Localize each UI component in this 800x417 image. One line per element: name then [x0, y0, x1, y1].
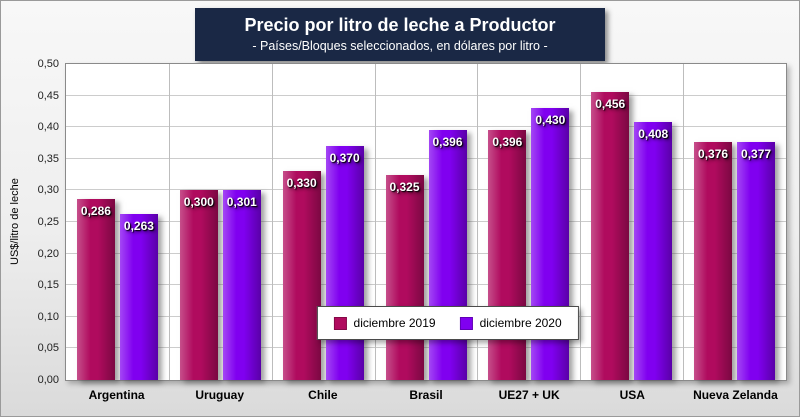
bar-diciembre-2019-USA: 0,456 [591, 91, 630, 380]
bar-diciembre-2019-Uruguay: 0,300 [179, 190, 218, 380]
gridline [66, 284, 786, 286]
legend-item: diciembre 2020 [459, 316, 562, 330]
bar-diciembre-2020-Nueva-Zelanda: 0,377 [737, 141, 776, 380]
y-axis-title: US$/litro de leche [9, 178, 21, 266]
gridline [66, 157, 786, 159]
legend-swatch [333, 316, 347, 330]
x-category-label: Argentina [88, 388, 145, 402]
category-separator [168, 64, 170, 380]
bar-diciembre-2019-Chile: 0,330 [282, 171, 321, 380]
bar-value-label: 0,430 [535, 113, 566, 128]
bar-value-label: 0,370 [329, 151, 360, 166]
bar-value-label: 0,376 [698, 147, 729, 162]
bar-value-label: 0,408 [638, 127, 669, 142]
bar-diciembre-2020-USA: 0,408 [634, 122, 673, 380]
y-tick-label: 0,30 [37, 184, 59, 197]
bar-diciembre-2020-Uruguay: 0,301 [222, 189, 261, 380]
bar-diciembre-2019-Brasil: 0,325 [385, 174, 424, 380]
bar-value-label: 0,396 [492, 134, 523, 149]
bar-diciembre-2019-Nueva-Zelanda: 0,376 [694, 142, 733, 380]
chart-title-box: Precio por litro de leche a Productor - … [195, 8, 605, 61]
bar-diciembre-2020-Chile: 0,370 [325, 146, 364, 380]
x-category-label: Chile [308, 388, 338, 402]
category-separator [477, 64, 479, 380]
category-separator [683, 64, 685, 380]
chart-subtitle: - Países/Bloques seleccionados, en dólar… [252, 39, 548, 53]
gridline [66, 221, 786, 222]
y-tick-label: 0,45 [37, 89, 59, 102]
bar-diciembre-2020-UE27-+-UK: 0,430 [531, 108, 570, 380]
bar-diciembre-2019-UE27-+-UK: 0,396 [488, 129, 527, 380]
category-separator [580, 64, 582, 380]
bar-value-label: 0,377 [741, 146, 772, 161]
bar-value-label: 0,330 [286, 176, 317, 191]
chart-legend: diciembre 2019 diciembre 2020 [316, 306, 579, 340]
y-tick-label: 0,15 [37, 279, 59, 292]
gridline [66, 347, 786, 349]
gridline [66, 126, 786, 128]
legend-label: diciembre 2020 [479, 316, 562, 330]
y-tick-label: 0,00 [37, 374, 59, 386]
bar-value-label: 0,301 [226, 194, 257, 209]
category-separator [374, 64, 376, 380]
legend-item: diciembre 2019 [333, 316, 436, 330]
bar-diciembre-2020-Argentina: 0,263 [119, 213, 158, 380]
plot-area: diciembre 2019 diciembre 2020 0,286 0,263 0… [65, 63, 787, 381]
bar-value-label: 0,325 [389, 179, 420, 194]
legend-label: diciembre 2019 [353, 316, 436, 330]
x-category-label: Uruguay [195, 388, 245, 402]
x-category-label: Brasil [409, 388, 443, 402]
bar-value-label: 0,286 [80, 204, 111, 219]
x-category-label: Nueva Zelanda [693, 388, 778, 402]
gridline [66, 189, 786, 191]
chart-title: Precio por litro de leche a Productor [244, 15, 556, 35]
y-tick-label: 0,50 [37, 58, 59, 70]
gridline [66, 94, 786, 96]
y-axis: 0,00 0,05 0,10 0,15 0,20 0,25 0,30 0,35 0,40 0,45… [23, 58, 59, 386]
bar-value-label: 0,456 [595, 96, 626, 111]
x-category-label: USA [619, 388, 645, 402]
bar-value-label: 0,396 [432, 134, 463, 149]
legend-swatch [459, 316, 473, 330]
bar-diciembre-2020-Brasil: 0,396 [428, 129, 467, 380]
y-tick-label: 0,35 [37, 152, 59, 165]
x-axis: Argentina Uruguay Chile Brasil UE27 + UK USA N… [65, 388, 787, 402]
y-tick-label: 0,05 [37, 342, 59, 355]
bar-value-label: 0,263 [123, 218, 154, 233]
category-separator [271, 64, 273, 380]
y-tick-label: 0,10 [37, 310, 59, 323]
y-tick-label: 0,25 [37, 216, 59, 228]
bar-diciembre-2019-Argentina: 0,286 [76, 199, 115, 380]
y-tick-label: 0,20 [37, 247, 59, 260]
bar-value-label: 0,300 [183, 195, 214, 210]
gridline [66, 252, 786, 254]
y-tick-label: 0,40 [37, 121, 59, 134]
x-category-label: UE27 + UK [498, 388, 560, 402]
